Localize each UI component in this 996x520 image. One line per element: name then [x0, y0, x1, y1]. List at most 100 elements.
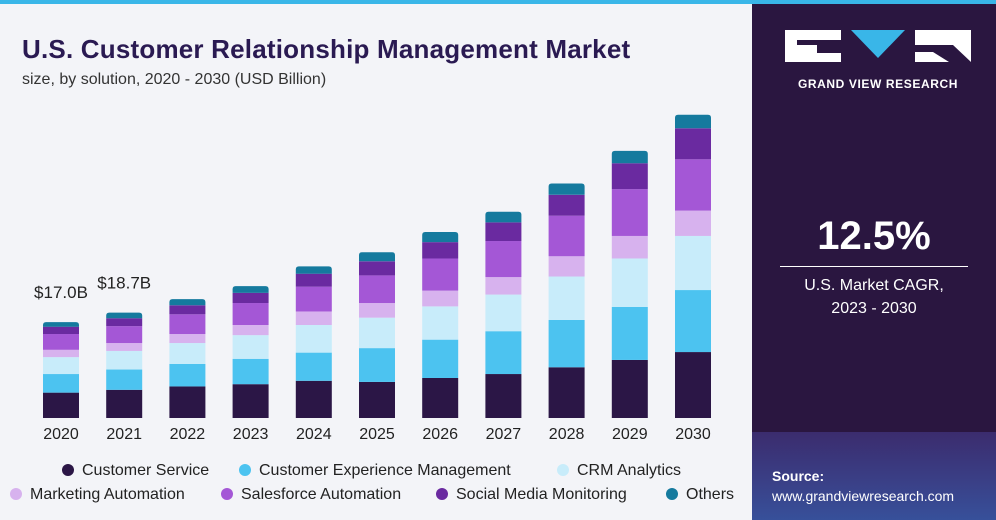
bar-segment: [675, 290, 711, 353]
bar-segment: [422, 339, 459, 378]
bar-segment: [232, 286, 269, 293]
chart-title: U.S. Customer Relationship Management Ma…: [22, 34, 631, 64]
bar-segment: [295, 266, 332, 274]
grand-view-research-logo: GRAND VIEW RESEARCH: [785, 30, 971, 91]
bar-segment: [43, 349, 79, 358]
bar-segment: [422, 258, 459, 291]
bar-segment: [106, 350, 143, 370]
stacked-bar-chart: 2020 $17.0B 2021 $18.7B 2022 2023 2024 2025 2026…: [10, 114, 734, 503]
bar-segment: [359, 303, 395, 318]
bar-segment: [485, 294, 522, 332]
bar-segment: [611, 258, 648, 307]
legend-swatch: [62, 464, 74, 476]
bar-segment: [106, 369, 143, 390]
gvr-logo-icon: [785, 30, 971, 62]
bar-segment: [675, 128, 711, 160]
cagr-value: 12.5%: [817, 214, 931, 258]
bar-segment: [422, 242, 459, 259]
bar-segment: [295, 286, 332, 312]
bar-segment: [675, 114, 711, 129]
bar-segment: [232, 292, 269, 304]
data-label: $17.0B: [34, 283, 88, 302]
legend-label: Salesforce Automation: [241, 486, 401, 503]
bar-segment: [485, 211, 522, 223]
source-label: Source:: [772, 468, 825, 484]
bar-segment: [43, 374, 79, 393]
cagr-divider: [780, 266, 968, 267]
bar-segment: [169, 299, 206, 306]
x-tick-label: 2030: [675, 426, 711, 443]
bar-segment: [106, 343, 143, 351]
bar-segment: [106, 312, 143, 319]
cagr-label-line2: 2023 - 2030: [831, 300, 917, 317]
bar-segment: [359, 381, 395, 418]
x-tick-label: 2022: [170, 426, 206, 443]
cagr-label-line1: U.S. Market CAGR,: [804, 277, 944, 294]
cagr-label: U.S. Market CAGR, 2023 - 2030: [752, 274, 996, 320]
legend-swatch: [239, 464, 251, 476]
x-tick-label: 2020: [43, 426, 79, 443]
bar-segment: [232, 384, 269, 418]
bar-segment: [611, 359, 648, 418]
bar-segment: [548, 215, 585, 257]
x-tick-label: 2026: [422, 426, 458, 443]
chart-panel: U.S. Customer Relationship Management Ma…: [0, 4, 752, 520]
bar-segment: [43, 392, 79, 418]
bar-segment: [169, 363, 206, 387]
bar-segment: [106, 318, 143, 327]
bar-segment: [422, 290, 459, 307]
source-link[interactable]: www.grandviewresearch.com: [772, 488, 955, 504]
bar-segment: [359, 252, 395, 262]
legend-label: Others: [686, 486, 734, 503]
legend-swatch: [557, 464, 569, 476]
bar-segment: [611, 189, 648, 236]
bar-segment: [548, 319, 585, 368]
bar-segment: [359, 348, 395, 382]
legend-swatch: [436, 488, 448, 500]
legend-swatch: [10, 488, 22, 500]
bar-segment: [675, 235, 711, 291]
bar-segment: [43, 334, 79, 350]
bar-segment: [106, 389, 143, 418]
x-tick-label: 2021: [106, 426, 142, 443]
data-label: $18.7B: [97, 274, 151, 293]
bar-segment: [422, 377, 459, 418]
legend-label: CRM Analytics: [577, 462, 681, 479]
legend-label: Customer Service: [82, 462, 209, 479]
bar-segment: [169, 343, 206, 364]
bar-segment: [548, 183, 585, 195]
x-tick-label: 2025: [359, 426, 395, 443]
legend-swatch: [666, 488, 678, 500]
bar-segment: [232, 325, 269, 336]
bar-segment: [106, 326, 143, 344]
bar-segment: [485, 222, 522, 242]
x-tick-label: 2028: [549, 426, 585, 443]
bar-segment: [295, 273, 332, 287]
bar-segment: [675, 352, 711, 418]
x-tick-label: 2029: [612, 426, 648, 443]
x-tick-label: 2027: [486, 426, 522, 443]
bar-segment: [295, 325, 332, 353]
brand-name: GRAND VIEW RESEARCH: [797, 77, 959, 91]
bar-segment: [548, 194, 585, 216]
bar-segment: [422, 306, 459, 340]
legend-label: Social Media Monitoring: [456, 486, 627, 503]
bar-segment: [169, 386, 206, 418]
bar-segment: [359, 261, 395, 276]
bar-segment: [485, 241, 522, 278]
bar-segment: [43, 326, 79, 335]
bar-segment: [675, 159, 711, 211]
bar-segment: [232, 303, 269, 325]
legend-label: Customer Experience Management: [259, 462, 511, 479]
bar-segment: [43, 322, 79, 327]
bar-segment: [359, 275, 395, 304]
bar-segment: [43, 357, 79, 375]
top-accent-stripe: [0, 0, 996, 4]
chart-subtitle: size, by solution, 2020 - 2030 (USD Bill…: [22, 71, 327, 88]
bar-segment: [611, 163, 648, 190]
bar-segment: [232, 358, 269, 385]
bar-segment: [611, 150, 648, 164]
bar-segment: [485, 331, 522, 375]
bar-segment: [359, 317, 395, 349]
bar-segment: [548, 367, 585, 418]
